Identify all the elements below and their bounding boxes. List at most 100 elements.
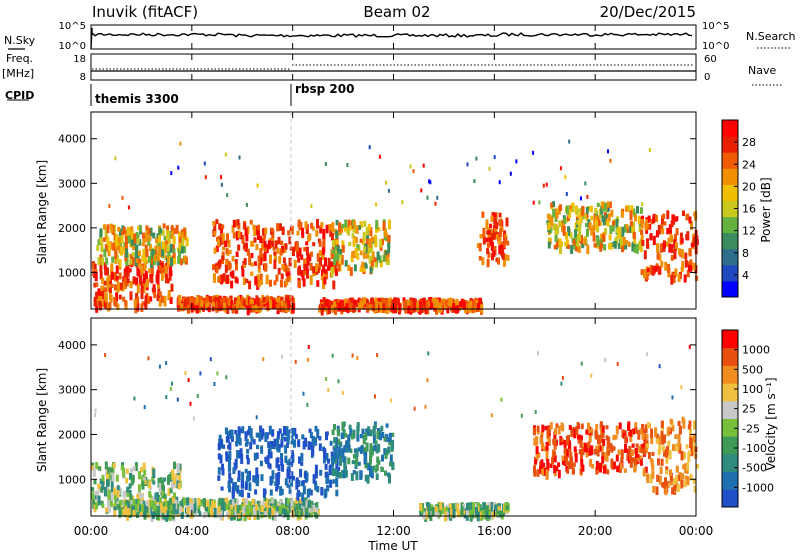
echo-cell	[220, 175, 223, 180]
echo-cell	[615, 218, 619, 229]
colorbar-tick-label: 500	[742, 363, 763, 376]
echo-cell	[427, 502, 431, 507]
echo-cell	[335, 437, 338, 443]
echo-cell	[99, 254, 103, 264]
echo-cell	[220, 304, 224, 311]
echo-cell	[186, 507, 190, 515]
echo-cell	[605, 213, 609, 219]
echo-cell	[546, 458, 550, 465]
echo-cell	[532, 150, 535, 155]
echo-cell	[101, 480, 105, 490]
echo-cell	[290, 471, 294, 480]
echo-cell	[595, 424, 599, 430]
echo-cell	[178, 231, 181, 240]
echo-cell	[305, 500, 309, 507]
echo-cell	[603, 212, 607, 222]
echo-cell	[264, 432, 268, 443]
echo-cell	[667, 268, 671, 273]
echo-cell	[670, 244, 674, 253]
echo-cell	[133, 241, 137, 247]
echo-cell	[615, 454, 619, 462]
cpid-segment-themis: themis 3300	[95, 92, 179, 106]
echo-cell	[104, 353, 107, 358]
echo-cell	[114, 271, 117, 282]
colorbar-swatch	[722, 453, 738, 473]
echo-cell	[422, 511, 426, 520]
echo-cell	[386, 252, 390, 258]
echo-cell	[676, 483, 680, 493]
echo-cell	[420, 507, 424, 513]
echo-cell	[125, 477, 129, 484]
echo-cell	[169, 387, 172, 391]
echo-cell	[220, 486, 224, 491]
echo-cell	[695, 275, 699, 281]
echo-cell	[253, 507, 256, 516]
echo-cell	[272, 503, 276, 512]
echo-cell	[339, 441, 343, 447]
echo-cell	[116, 286, 120, 293]
echo-cell	[260, 279, 263, 285]
echo-cell	[580, 459, 584, 469]
echo-cell	[348, 424, 352, 430]
time-axis: 00:00 04:00 08:00 12:00 16:00 20:00 00:00	[74, 25, 713, 538]
echo-cell	[620, 449, 624, 460]
echo-cell	[99, 228, 103, 236]
echo-cell	[327, 387, 330, 392]
echo-cell	[168, 267, 172, 277]
echo-cell	[232, 219, 236, 228]
echo-cell	[124, 242, 128, 250]
echo-cell	[499, 218, 503, 226]
echo-cell	[327, 257, 331, 267]
echo-cell	[638, 240, 642, 249]
echo-cell	[303, 270, 307, 275]
echo-cell	[434, 510, 438, 516]
echo-cell	[683, 274, 687, 283]
echo-cell	[301, 492, 305, 502]
echo-cell	[303, 247, 307, 252]
echo-cell	[436, 299, 439, 308]
echo-cell	[129, 281, 133, 289]
echo-cell	[456, 301, 460, 306]
echo-cell	[278, 256, 282, 264]
echo-cell	[225, 511, 229, 517]
echo-cell	[134, 252, 138, 258]
echo-cell	[316, 268, 320, 274]
echo-cell	[161, 479, 165, 489]
echo-cell	[660, 260, 664, 268]
echo-cell	[277, 464, 281, 472]
echo-cell	[228, 477, 232, 482]
echo-cell	[348, 225, 352, 231]
echo-cell	[651, 464, 655, 471]
echo-cell	[504, 254, 508, 261]
echo-cell	[388, 219, 391, 230]
echo-cell	[277, 473, 281, 479]
echo-cell	[140, 493, 144, 499]
echo-cell	[608, 201, 612, 209]
echo-cell	[152, 504, 156, 512]
echo-cell	[285, 426, 288, 434]
echo-cell	[166, 510, 170, 516]
echo-cell	[486, 248, 490, 255]
echo-cell	[615, 236, 619, 244]
echo-cell	[617, 243, 621, 249]
echo-cell	[323, 449, 327, 460]
echo-cell	[345, 440, 349, 447]
echo-cell	[217, 261, 221, 270]
echo-cell	[172, 477, 176, 485]
echo-cell	[253, 452, 257, 461]
echo-cell	[248, 280, 252, 290]
echo-cell	[220, 233, 223, 240]
echo-cell	[605, 425, 609, 430]
echo-cell	[674, 268, 678, 276]
echo-cell	[181, 232, 184, 238]
echo-cell	[458, 301, 462, 312]
echo-cell	[352, 238, 356, 247]
echo-cell	[371, 236, 374, 243]
echo-cell	[219, 237, 223, 246]
echo-cell	[655, 438, 659, 444]
colorbar-swatch	[722, 400, 738, 419]
echo-cell	[150, 506, 154, 515]
echo-cell	[140, 293, 144, 300]
